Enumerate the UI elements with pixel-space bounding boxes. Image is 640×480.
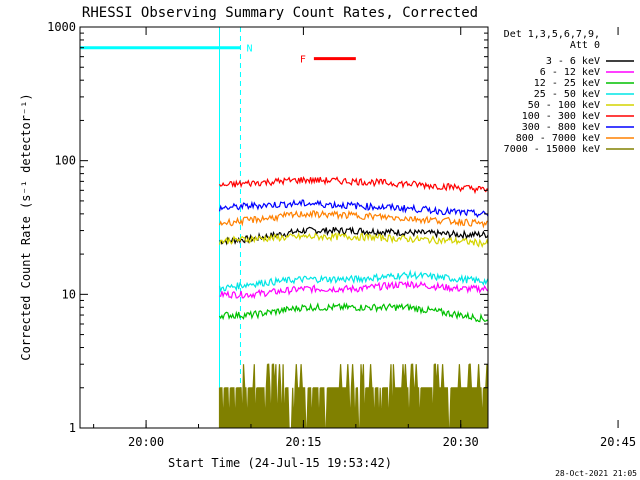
y-tick-label: 100 [54,154,76,168]
series-layer [218,176,488,428]
legend-entry-label: 6 - 12 keV [540,67,600,78]
footer-timestamp: 28-Oct-2021 21:05 [555,469,637,478]
series-line-4 [218,231,488,249]
x-tick-label: 20:30 [443,435,479,449]
y-axis-label: Corrected Count Rate (s⁻¹ detector⁻¹) [19,93,33,360]
y-tick-label: 1 [69,421,76,435]
legend-entry-label: 7000 - 15000 keV [504,144,600,155]
y-tick-label: 1000 [47,20,76,34]
x-tick-label: 20:15 [285,435,321,449]
night-label: N [246,44,252,55]
legend-header: Att 0 [570,40,600,51]
series-line-5 [219,176,488,195]
legend-entry-label: 800 - 7000 keV [516,133,600,144]
legend-entry-label: 3 - 6 keV [546,56,600,67]
series-line-7 [218,209,488,229]
legend-entry-label: 25 - 50 keV [534,89,600,100]
legend-header: Det 1,3,5,6,7,9, [504,29,600,40]
x-tick-label: 20:45 [600,435,636,449]
x-axis-label: Start Time (24-Jul-15 19:53:42) [168,456,392,470]
y-axis: 1 10 100 1000 [47,20,488,435]
series-line-2 [218,301,488,323]
y-tick-label: 10 [62,287,76,301]
chart-title: RHESSI Observing Summary Count Rates, Co… [82,5,478,21]
series-line-3 [218,269,488,293]
legend-entry-label: 100 - 300 keV [522,111,600,122]
series-line-1 [219,279,488,300]
flare-label: F [300,55,306,66]
legend-entry-label: 50 - 100 keV [528,100,600,111]
plot-frame [79,26,489,429]
legend-entry-label: 12 - 25 keV [534,78,600,89]
x-tick-label: 20:00 [128,435,164,449]
annotations: NFS [80,27,356,428]
series-line-8 [218,363,488,428]
series-line-0 [219,226,488,246]
legend-entry-label: 300 - 800 keV [522,122,600,133]
